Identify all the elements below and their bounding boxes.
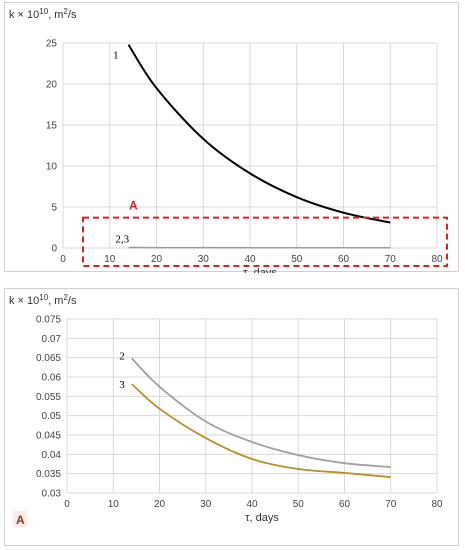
y-tick-label: 0.05 — [42, 411, 62, 422]
y-tick-label: 0.06 — [42, 373, 62, 384]
y-tick-label: 0 — [51, 244, 57, 255]
y-tick-label: 10 — [46, 162, 58, 173]
chart-panel-top: k × 1010, m2/s 0 5 10 15 20 25 0 10 20 30 40 50 60 70 8… — [4, 2, 459, 273]
y-tick-label: 20 — [46, 80, 58, 91]
x-tick-label: 60 — [338, 254, 350, 265]
x-tick-label: 40 — [246, 499, 258, 510]
y-tick-label: 0.075 — [36, 315, 61, 326]
y-axis-title-part: 10 — [39, 293, 48, 302]
chart-bottom: k × 1010, m2/s0.030.0350.040.0450.050.05… — [9, 293, 443, 527]
y-axis-title-part: k × 10 — [9, 9, 39, 21]
region-a-label: A — [16, 513, 25, 527]
y-axis-title-part: , m — [48, 295, 63, 307]
x-tick-label: 80 — [431, 254, 443, 265]
y-tick-label: 15 — [46, 121, 58, 132]
curve-label-3: 3 — [119, 379, 125, 391]
x-tick-label: 10 — [104, 254, 116, 265]
region-a-label: A — [129, 199, 138, 213]
x-tick-label: 20 — [154, 499, 166, 510]
y-tick-label: 0.065 — [36, 353, 61, 364]
series-line-2 — [131, 357, 391, 468]
y-axis-title-part: 10 — [39, 7, 48, 16]
x-axis-title: τ, days — [245, 512, 279, 524]
x-axis-title: τ, days — [243, 267, 277, 273]
y-tick-label: 0.055 — [36, 392, 61, 403]
x-tick-label: 30 — [198, 254, 210, 265]
curve-label-2: 2 — [119, 350, 125, 362]
y-tick-label: 0.04 — [42, 450, 62, 461]
y-axis-title-part: /s — [68, 9, 77, 21]
series-line-1 — [127, 44, 391, 224]
x-tick-label: 80 — [431, 499, 443, 510]
x-tick-label: 0 — [64, 499, 70, 510]
region-a-marker-bg — [13, 511, 27, 527]
y-axis-title: k × 1010, m2/s — [9, 7, 77, 22]
x-tick-label: 10 — [108, 499, 120, 510]
y-axis-title: k × 1010, m2/s — [9, 293, 77, 308]
y-tick-label: 0.07 — [42, 334, 62, 345]
y-tick-label: 0.03 — [42, 489, 62, 500]
y-axis-title-part: k × 10 — [9, 295, 39, 307]
x-tick-label: 30 — [200, 499, 212, 510]
y-axis-title-part: , m — [48, 9, 63, 21]
x-tick-label: 0 — [60, 254, 66, 265]
x-tick-label: 40 — [244, 254, 256, 265]
curve-label-1: 1 — [113, 50, 119, 62]
highlight-region-a — [82, 216, 448, 268]
y-tick-label: 5 — [51, 203, 57, 214]
x-tick-label: 70 — [385, 254, 397, 265]
x-tick-label: 70 — [385, 499, 397, 510]
x-tick-label: 50 — [291, 254, 303, 265]
y-axis-title-part: /s — [68, 295, 77, 307]
y-axis-title-part: 2 — [63, 293, 68, 302]
x-tick-label: 50 — [293, 499, 305, 510]
series-line-3 — [131, 383, 391, 478]
curve-label-2-3: 2,3 — [115, 234, 129, 246]
y-tick-label: 0.035 — [36, 469, 61, 480]
y-tick-label: 0.045 — [36, 431, 61, 442]
x-tick-label: 60 — [339, 499, 351, 510]
x-tick-label: 20 — [151, 254, 163, 265]
chart-panel-bottom: k × 1010, m2/s 0.03 0.035 0.04 0.045 0.05 0.05… — [4, 288, 459, 546]
y-axis-title-part: 2 — [63, 7, 68, 16]
y-tick-label: 25 — [46, 39, 58, 50]
